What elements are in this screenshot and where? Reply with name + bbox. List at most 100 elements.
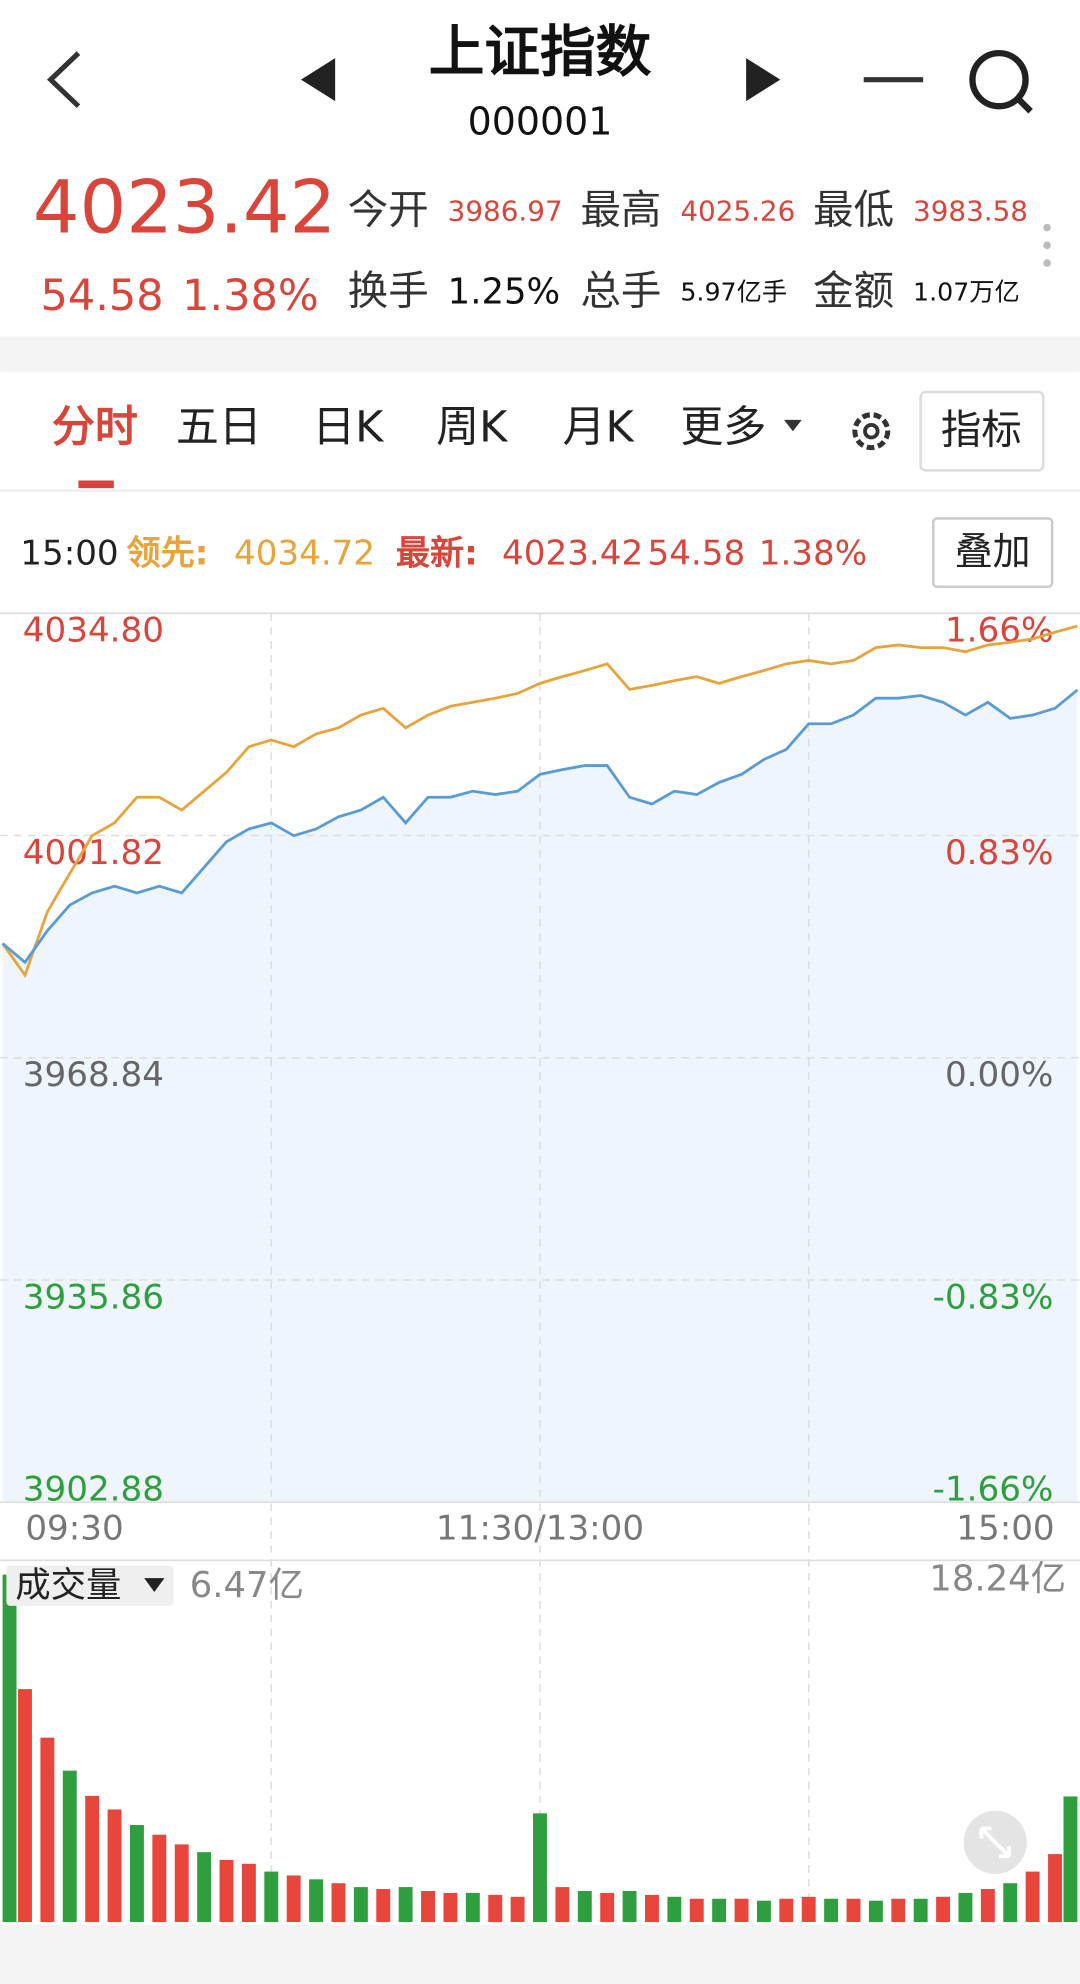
- search-handle: [1014, 95, 1033, 114]
- volume-bar: [868, 1900, 883, 1923]
- overlay-button[interactable]: [931, 517, 1054, 588]
- volume-bar: [667, 1896, 682, 1923]
- tab[interactable]: 五日: [176, 402, 262, 452]
- volume-bar: [174, 1844, 189, 1923]
- stat-value: 4025.26: [680, 194, 795, 227]
- volume-bar: [779, 1898, 794, 1923]
- back-button[interactable]: [46, 51, 81, 109]
- divider: [0, 336, 1080, 372]
- volume-bar: [40, 1737, 55, 1923]
- volume-bar: [197, 1852, 212, 1923]
- y2-tick-label: -1.66%: [933, 1469, 1054, 1509]
- indicator-button[interactable]: [919, 390, 1045, 472]
- volume-bar: [18, 1689, 32, 1923]
- tab[interactable]: 月K: [563, 402, 636, 452]
- volume-bar: [443, 1892, 458, 1923]
- change-pct: 1.38%: [182, 271, 319, 321]
- more-caret: [784, 419, 802, 432]
- volume-bar: [2, 1574, 17, 1923]
- y-tick-label: 4001.82: [23, 833, 164, 873]
- tab[interactable]: 更多: [680, 402, 766, 452]
- x-tick-label: 11:30/13:00: [436, 1509, 644, 1549]
- volume-bar: [309, 1879, 324, 1923]
- x-tick-label: 15:00: [956, 1509, 1054, 1549]
- legend-time: 15:00: [20, 534, 118, 574]
- volume-bar: [353, 1887, 368, 1923]
- stat-value: 1.07万亿: [913, 277, 1020, 306]
- volume-bar: [689, 1898, 704, 1923]
- legend-latest-value: 4023.42: [502, 534, 643, 574]
- more-dot[interactable]: [1043, 223, 1051, 232]
- legend-lead-value: 4034.72: [234, 534, 375, 574]
- price-line: [1, 688, 1079, 965]
- stats: 今开 3986.97 最高 4025.26 最低 3983.58 换手 1.25% 总手 5.97…: [348, 185, 1028, 314]
- volume-bar: [152, 1834, 167, 1923]
- volume-bar: [488, 1894, 503, 1923]
- tab-underline: [78, 480, 114, 489]
- change: 54.58: [41, 271, 164, 321]
- volume-bar: [555, 1887, 570, 1923]
- legend-lead-label: 领先:: [127, 534, 209, 574]
- volume-bar: [107, 1809, 122, 1923]
- volume-bar: [734, 1898, 749, 1923]
- volume-bar: [510, 1896, 525, 1923]
- code: 000001: [468, 99, 613, 143]
- volume-bar: [85, 1795, 100, 1923]
- volume-bar: [376, 1889, 391, 1923]
- price-line: [1, 624, 1078, 979]
- tabs: 分时 五日 日K 周K 月K 更多: [52, 402, 766, 452]
- volume-bar: [331, 1883, 346, 1923]
- more-dot[interactable]: [1043, 259, 1051, 267]
- stat-value: 3983.58: [913, 194, 1028, 227]
- y2-tick-label: 0.83%: [945, 833, 1053, 873]
- tab[interactable]: 周K: [436, 402, 509, 452]
- volume-bar: [645, 1894, 659, 1923]
- volume-bar: [712, 1898, 727, 1923]
- volume-bar: [1048, 1854, 1062, 1923]
- legend-latest-change: 54.58: [647, 534, 745, 574]
- volume-bar: [129, 1824, 144, 1923]
- volume-bar: [891, 1898, 906, 1923]
- volume-bar: [398, 1887, 413, 1923]
- volume-bar: [913, 1898, 928, 1923]
- stat-value: 3986.97: [448, 194, 563, 227]
- volume-bar: [600, 1892, 615, 1923]
- prev-button[interactable]: [301, 58, 336, 102]
- more-dot[interactable]: [1043, 241, 1051, 250]
- legend-latest-label: 最新:: [396, 534, 478, 574]
- volume-bar: [264, 1871, 279, 1923]
- volume-selector[interactable]: [6, 1565, 174, 1606]
- volume-bar: [824, 1898, 839, 1923]
- next-button[interactable]: [746, 58, 781, 102]
- legend-latest-pct: 1.38%: [759, 534, 867, 574]
- stat-label: 最高: [580, 185, 661, 233]
- volume-bar: [286, 1875, 301, 1923]
- y2-tick-label: -0.83%: [933, 1277, 1054, 1317]
- stat-label: 金额: [813, 266, 894, 314]
- stat-label: 最低: [813, 185, 894, 233]
- y-tick-label: 4034.80: [23, 611, 164, 651]
- x-tick-label: 09:30: [25, 1509, 123, 1549]
- volume-bar: [62, 1770, 77, 1923]
- volume-bar: [622, 1890, 637, 1923]
- overlay-label: 叠加: [955, 529, 1031, 573]
- stat-label: 总手: [580, 266, 661, 314]
- volume-bar: [421, 1890, 435, 1923]
- tab[interactable]: 分时: [52, 402, 138, 452]
- volume-tick-label: 18.24亿: [929, 1559, 1066, 1600]
- volume-bar: [1025, 1871, 1040, 1923]
- expand-icon: [979, 1826, 1012, 1859]
- stat-label: 今开: [348, 185, 429, 233]
- title: 上证指数: [429, 20, 652, 85]
- tab[interactable]: 日K: [312, 402, 385, 452]
- volume-chart: 成交量 6.47亿 18.24亿: [2, 1559, 1078, 1923]
- price: 4023.42: [33, 165, 336, 250]
- settings-button[interactable]: [852, 412, 891, 451]
- search-button[interactable]: [969, 49, 1029, 110]
- volume-bar: [980, 1889, 995, 1923]
- volume-latest: 6.47亿: [190, 1565, 304, 1606]
- y-tick-label: 3902.88: [23, 1469, 164, 1509]
- volume-bar: [219, 1859, 234, 1923]
